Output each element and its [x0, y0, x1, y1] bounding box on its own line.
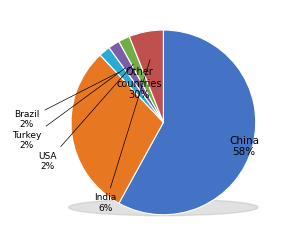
Text: China
58%: China 58% — [229, 136, 259, 157]
Wedge shape — [119, 30, 256, 215]
Wedge shape — [129, 30, 163, 122]
Wedge shape — [100, 48, 163, 122]
Text: Turkey
2%: Turkey 2% — [12, 68, 126, 150]
Wedge shape — [109, 42, 163, 122]
Text: Other
countries
30%: Other countries 30% — [117, 67, 162, 100]
Text: Brazil
2%: Brazil 2% — [14, 72, 119, 129]
Text: USA
2%: USA 2% — [39, 64, 133, 171]
Wedge shape — [119, 36, 163, 122]
Text: India
6%: India 6% — [95, 60, 150, 213]
Wedge shape — [71, 55, 163, 203]
Ellipse shape — [69, 199, 258, 216]
